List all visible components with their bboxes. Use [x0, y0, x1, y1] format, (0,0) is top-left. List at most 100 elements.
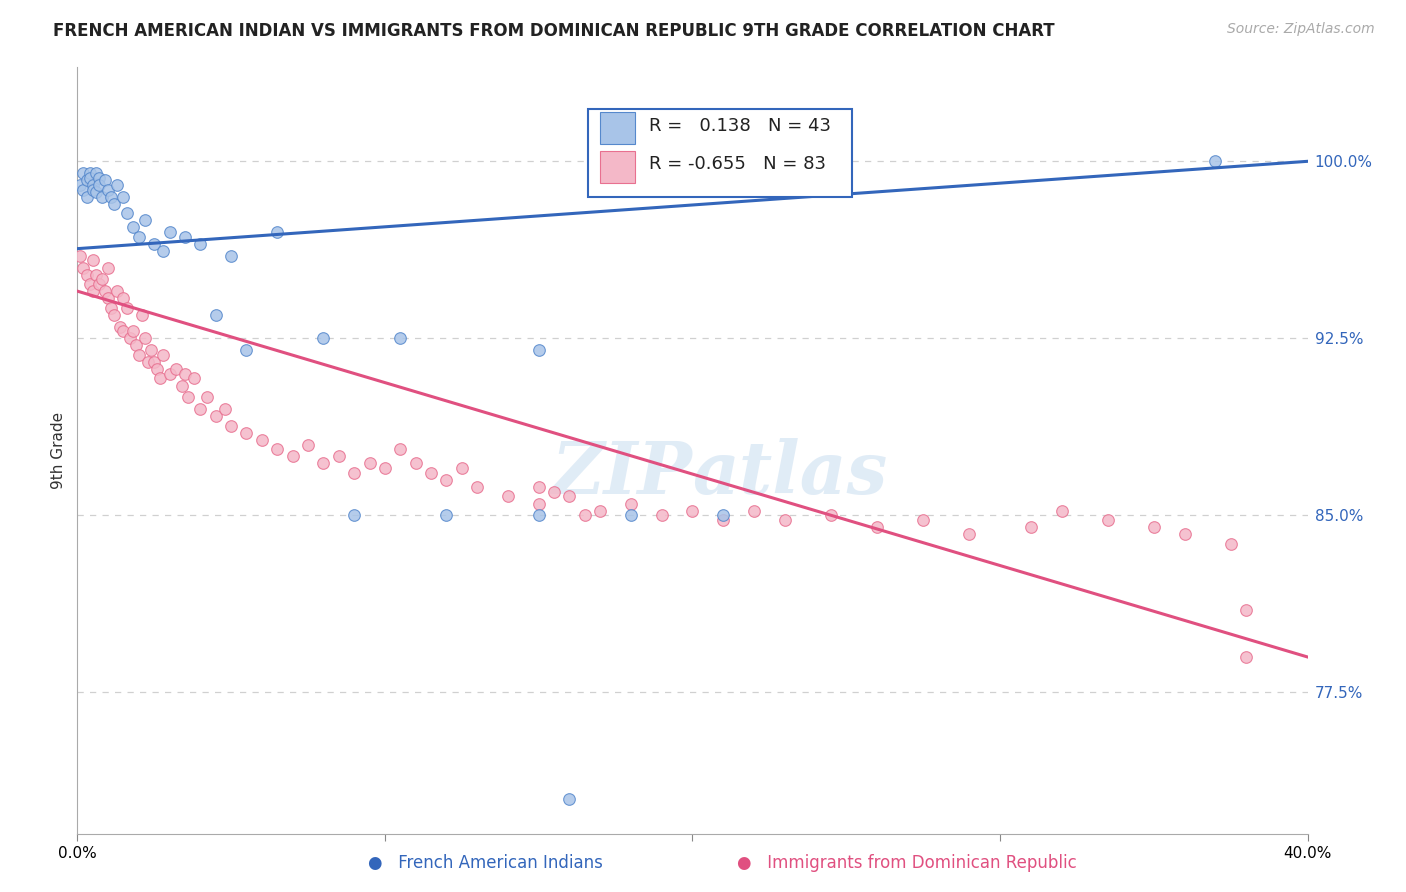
- FancyBboxPatch shape: [588, 109, 852, 197]
- Point: [1174, 527, 1197, 541]
- Point: [266, 225, 288, 239]
- Point: [97, 183, 120, 197]
- Point: [866, 520, 889, 534]
- Point: [574, 508, 596, 523]
- Text: Source: ZipAtlas.com: Source: ZipAtlas.com: [1227, 22, 1375, 37]
- Point: [72, 183, 94, 197]
- FancyBboxPatch shape: [600, 151, 634, 183]
- Point: [312, 457, 335, 471]
- Point: [957, 527, 980, 541]
- Point: [82, 284, 104, 298]
- Point: [183, 371, 205, 385]
- Point: [188, 402, 212, 417]
- Point: [94, 284, 117, 298]
- Point: [87, 277, 110, 291]
- Point: [128, 230, 150, 244]
- Point: [82, 183, 104, 197]
- Point: [100, 190, 122, 204]
- Point: [174, 367, 197, 381]
- Point: [343, 508, 366, 523]
- Point: [773, 513, 796, 527]
- Point: [219, 418, 242, 433]
- Point: [152, 244, 174, 258]
- Point: [1219, 537, 1241, 551]
- Point: [87, 170, 110, 185]
- Point: [235, 425, 257, 440]
- Point: [543, 484, 565, 499]
- Point: [82, 253, 104, 268]
- Point: [103, 196, 125, 211]
- Point: [112, 190, 135, 204]
- Point: [143, 236, 166, 251]
- Point: [97, 260, 120, 275]
- Point: [204, 409, 226, 424]
- Point: [110, 319, 132, 334]
- Point: [374, 461, 396, 475]
- Point: [76, 268, 98, 282]
- Point: [465, 480, 488, 494]
- Y-axis label: 9th Grade: 9th Grade: [51, 412, 66, 489]
- Point: [527, 480, 550, 494]
- Text: FRENCH AMERICAN INDIAN VS IMMIGRANTS FROM DOMINICAN REPUBLIC 9TH GRADE CORRELATI: FRENCH AMERICAN INDIAN VS IMMIGRANTS FRO…: [53, 22, 1054, 40]
- Point: [620, 497, 643, 511]
- Point: [134, 213, 156, 227]
- Point: [125, 338, 148, 352]
- Point: [405, 457, 427, 471]
- Point: [90, 272, 114, 286]
- Point: [711, 513, 734, 527]
- Point: [177, 390, 200, 404]
- Point: [105, 178, 128, 192]
- Point: [1019, 520, 1042, 534]
- Text: ●   Immigrants from Dominican Republic: ● Immigrants from Dominican Republic: [737, 855, 1077, 872]
- Point: [149, 371, 172, 385]
- Point: [170, 378, 193, 392]
- Point: [912, 513, 935, 527]
- Point: [79, 170, 101, 185]
- Point: [118, 331, 141, 345]
- Point: [121, 324, 143, 338]
- Point: [589, 503, 612, 517]
- Point: [165, 362, 187, 376]
- Point: [128, 348, 150, 362]
- Point: [87, 178, 110, 192]
- Point: [121, 220, 143, 235]
- Text: ZIP: ZIP: [551, 438, 693, 509]
- Point: [136, 355, 159, 369]
- Point: [105, 284, 128, 298]
- Point: [450, 461, 472, 475]
- Point: [159, 225, 181, 239]
- Point: [100, 301, 122, 315]
- Point: [558, 791, 581, 805]
- Point: [143, 355, 166, 369]
- Point: [1204, 154, 1226, 169]
- Point: [214, 402, 236, 417]
- Text: atlas: atlas: [693, 438, 887, 509]
- Point: [496, 490, 519, 504]
- Text: ●   French American Indians: ● French American Indians: [367, 855, 603, 872]
- Point: [134, 331, 156, 345]
- Point: [76, 190, 98, 204]
- Point: [343, 466, 366, 480]
- Point: [1097, 513, 1119, 527]
- Point: [72, 260, 94, 275]
- Point: [820, 508, 842, 523]
- Point: [84, 268, 107, 282]
- FancyBboxPatch shape: [600, 112, 634, 145]
- Point: [527, 343, 550, 358]
- Point: [420, 466, 443, 480]
- Point: [97, 291, 120, 305]
- Point: [204, 308, 226, 322]
- Point: [436, 473, 458, 487]
- Point: [250, 433, 273, 447]
- Point: [682, 503, 704, 517]
- Point: [1050, 503, 1073, 517]
- Point: [389, 442, 412, 457]
- Point: [84, 166, 107, 180]
- Point: [328, 450, 350, 464]
- Point: [174, 230, 197, 244]
- Point: [131, 308, 153, 322]
- Text: R = -0.655   N = 83: R = -0.655 N = 83: [650, 155, 827, 173]
- Point: [1234, 603, 1257, 617]
- Point: [436, 508, 458, 523]
- Point: [94, 173, 117, 187]
